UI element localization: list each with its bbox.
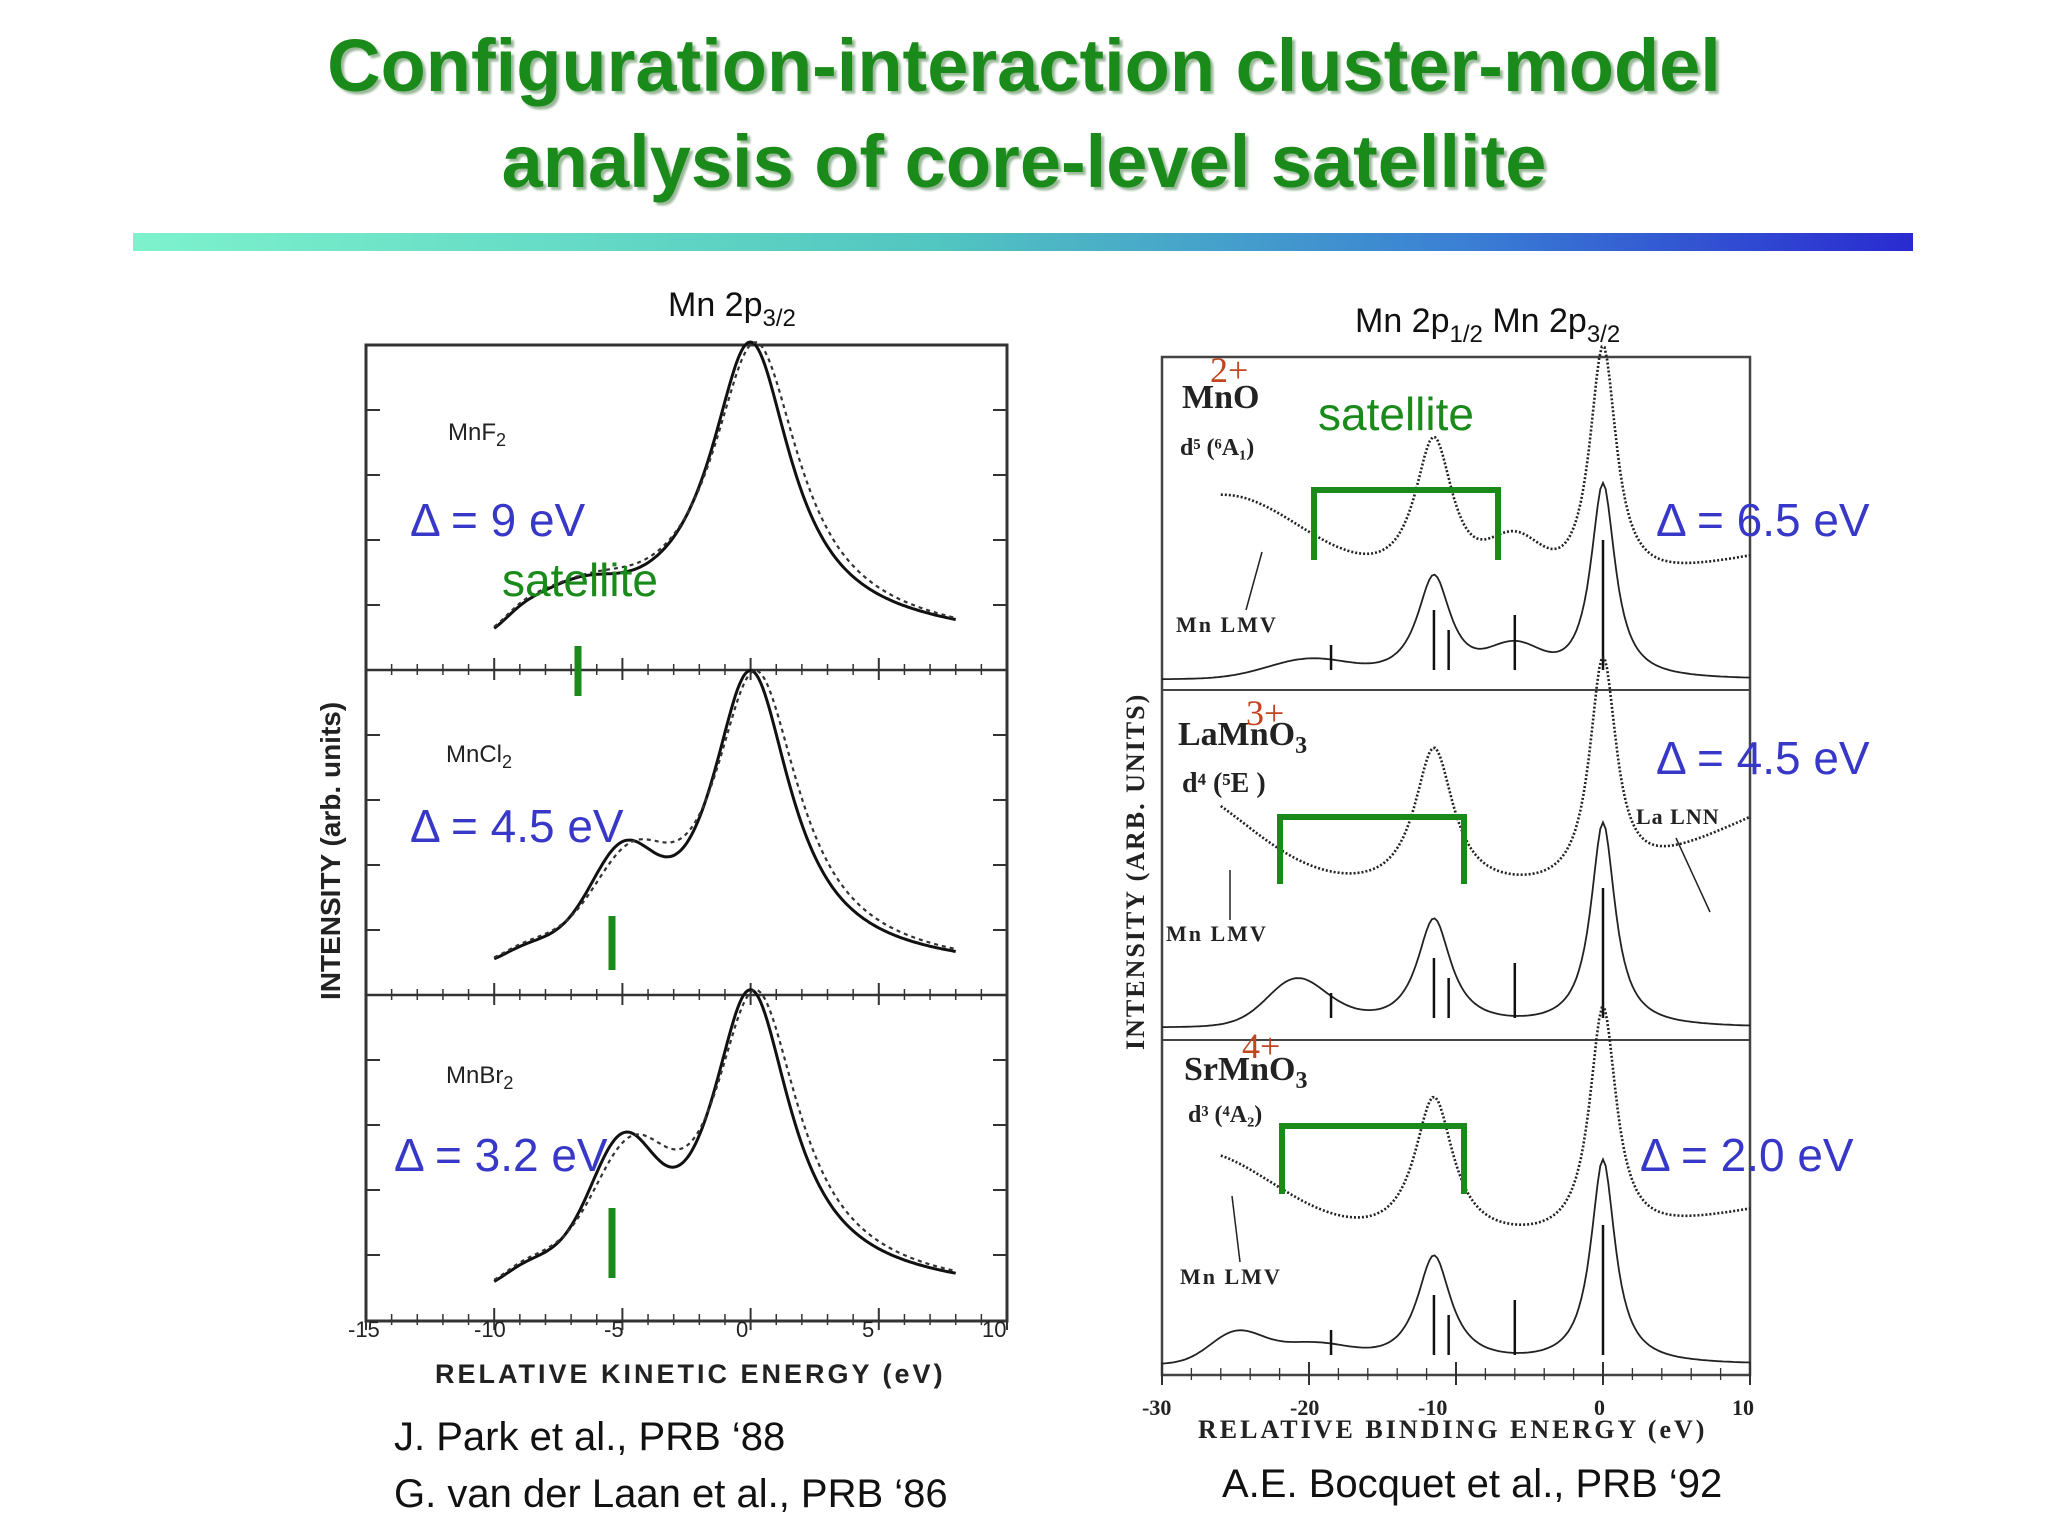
left-tick-label: 0 — [736, 1317, 748, 1342]
right-panel-3-config: d³ (⁴A₂) — [1188, 1102, 1262, 1128]
left-figure: Mn 2p3/2 INTENSITY (arb. units) RELATIVE… — [315, 286, 1009, 1516]
left-panel-2-compound: MnCl2 — [446, 741, 512, 772]
left-delta-3: Δ = 3.2 eV — [394, 1129, 608, 1181]
right-panel-3-auger: Mn LMV — [1180, 1264, 1282, 1289]
left-panel-1-compound: MnF2 — [448, 419, 506, 450]
right-panel-2-auger-2-leader — [1675, 837, 1711, 913]
right-panel-3-auger-leader — [1231, 1195, 1241, 1263]
spectrum-fit-line — [493, 988, 956, 1283]
left-tick-label: -15 — [348, 1317, 380, 1342]
spectrum-experiment-line — [493, 341, 956, 628]
right-panel-2-auger-2: La LNN — [1636, 804, 1720, 829]
left-tick-label: 10 — [982, 1317, 1006, 1342]
left-panel-3-compound: MnBr2 — [446, 1062, 513, 1093]
spectrum-experiment-line — [1220, 345, 1751, 565]
right-tick-label: -30 — [1142, 1395, 1171, 1420]
left-figure-header: Mn 2p3/2 — [668, 286, 796, 332]
left-delta-1: Δ = 9 eV — [410, 494, 586, 546]
right-panel-2-auger: Mn LMV — [1166, 921, 1268, 946]
right-panel-1-auger: Mn LMV — [1176, 612, 1278, 637]
left-xlabel: RELATIVE KINETIC ENERGY (eV) — [435, 1359, 946, 1389]
right-satellite-label: satellite — [1318, 388, 1474, 440]
spectrum-experiment-line — [493, 669, 956, 959]
right-tick-label: 0 — [1594, 1395, 1605, 1420]
spectrum-experiment-line — [1220, 1006, 1751, 1226]
title-divider — [133, 233, 1913, 251]
left-plot-frame — [364, 343, 1009, 1323]
right-panel-1-oxidation: 2+ — [1210, 350, 1248, 390]
right-figure: Mn 2p1/2 Mn 2p3/2 INTENSITY (ARB. UNITS)… — [1121, 302, 1870, 1506]
right-tick-label: -20 — [1290, 1395, 1319, 1420]
right-x-tick-labels: -30 -20 -10 0 10 — [1142, 1395, 1754, 1420]
left-tick-label: -10 — [474, 1317, 506, 1342]
spectrum-calculated-line — [1161, 480, 1751, 681]
right-delta-1: Δ = 6.5 eV — [1656, 494, 1870, 546]
left-satellite-label: satellite — [502, 554, 658, 606]
left-x-tick-labels: -15 -10 -5 0 5 10 — [348, 1317, 1006, 1342]
right-xlabel: RELATIVE BINDING ENERGY (eV) — [1198, 1415, 1707, 1444]
left-tick-label: 5 — [862, 1317, 874, 1342]
right-delta-2: Δ = 4.5 eV — [1656, 732, 1870, 784]
title-line-2: analysis of core-level satellite — [501, 120, 1547, 203]
right-tick-label: 10 — [1732, 1395, 1754, 1420]
spectrum-experiment-line — [1220, 656, 1751, 876]
right-panel-2-config: d⁴ (⁵E ) — [1182, 768, 1266, 799]
right-spectra — [1161, 345, 1751, 1365]
right-panel-1-config: d⁵ (⁶A₁) — [1180, 435, 1254, 461]
left-spectra — [493, 340, 956, 1283]
right-panel-1-auger-leader — [1245, 551, 1263, 611]
right-delta-3: Δ = 2.0 eV — [1640, 1129, 1854, 1181]
right-ylabel: INTENSITY (ARB. UNITS) — [1121, 693, 1150, 1050]
left-tick-label: -5 — [604, 1317, 624, 1342]
spectrum-calculated-line — [1162, 820, 1751, 1028]
right-satellite-bracket-3 — [1279, 1123, 1467, 1194]
right-panel-1-compound: MnO — [1182, 379, 1259, 416]
right-ticks — [1161, 1362, 1751, 1385]
right-tick-label: -10 — [1418, 1395, 1447, 1420]
spectrum-calculated-line — [1161, 1157, 1751, 1365]
right-figure-header: Mn 2p1/2 Mn 2p3/2 — [1355, 302, 1620, 348]
left-citation-1: J. Park et al., PRB ‘88 — [394, 1415, 785, 1459]
title-line-1: Configuration-interaction cluster-model — [327, 24, 1721, 107]
right-citation: A.E. Bocquet et al., PRB ‘92 — [1222, 1462, 1722, 1506]
right-satellite-bracket-1 — [1311, 487, 1501, 560]
right-panel-2-compound: LaMnO3 — [1178, 716, 1307, 759]
slide-title: Configuration-interaction cluster-model … — [0, 18, 2048, 210]
left-delta-2: Δ = 4.5 eV — [410, 800, 624, 852]
left-citation-2: G. van der Laan et al., PRB ‘86 — [394, 1472, 948, 1516]
left-ylabel: INTENSITY (arb. units) — [315, 702, 346, 1000]
right-panel-2-oxidation: 3+ — [1246, 693, 1284, 733]
right-panel-3-compound: SrMnO3 — [1184, 1051, 1307, 1094]
right-panel-3-oxidation: 4+ — [1242, 1026, 1280, 1066]
right-satellite-bracket-2 — [1277, 814, 1467, 884]
left-ticks — [365, 409, 1008, 1330]
